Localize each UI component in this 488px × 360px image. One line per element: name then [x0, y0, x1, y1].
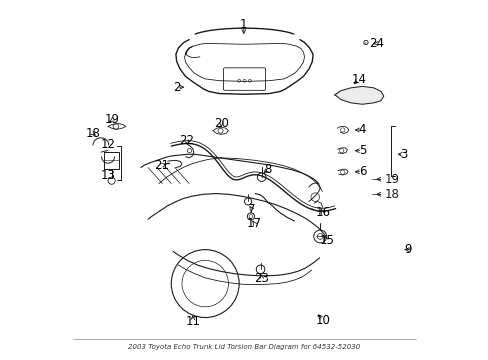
Text: 1: 1: [240, 18, 247, 31]
Text: 13: 13: [101, 169, 115, 182]
Text: 3: 3: [399, 148, 407, 161]
Text: 23: 23: [254, 272, 268, 285]
Text: 10: 10: [315, 314, 330, 327]
Text: 18: 18: [85, 127, 100, 140]
Text: 6: 6: [358, 165, 366, 178]
Text: 14: 14: [350, 73, 366, 86]
Text: 19: 19: [104, 113, 120, 126]
Text: 18: 18: [384, 188, 399, 201]
Text: 20: 20: [213, 117, 228, 130]
Text: 5: 5: [358, 144, 366, 157]
Text: 7: 7: [247, 203, 255, 216]
Text: 21: 21: [154, 159, 169, 172]
Text: 12: 12: [101, 138, 115, 151]
Text: 2003 Toyota Echo Trunk Lid Torsion Bar Diagram for 64532-52030: 2003 Toyota Echo Trunk Lid Torsion Bar D…: [128, 343, 360, 350]
Text: 9: 9: [404, 243, 411, 256]
Text: 16: 16: [315, 206, 330, 219]
Text: 2: 2: [173, 81, 180, 94]
Polygon shape: [334, 86, 383, 104]
Text: 17: 17: [246, 217, 262, 230]
Text: 15: 15: [319, 234, 333, 247]
Text: 11: 11: [185, 315, 200, 328]
Text: 22: 22: [179, 134, 194, 147]
Text: 24: 24: [368, 37, 384, 50]
Text: 19: 19: [384, 173, 399, 186]
Text: 8: 8: [264, 163, 271, 176]
Text: 4: 4: [358, 123, 366, 136]
